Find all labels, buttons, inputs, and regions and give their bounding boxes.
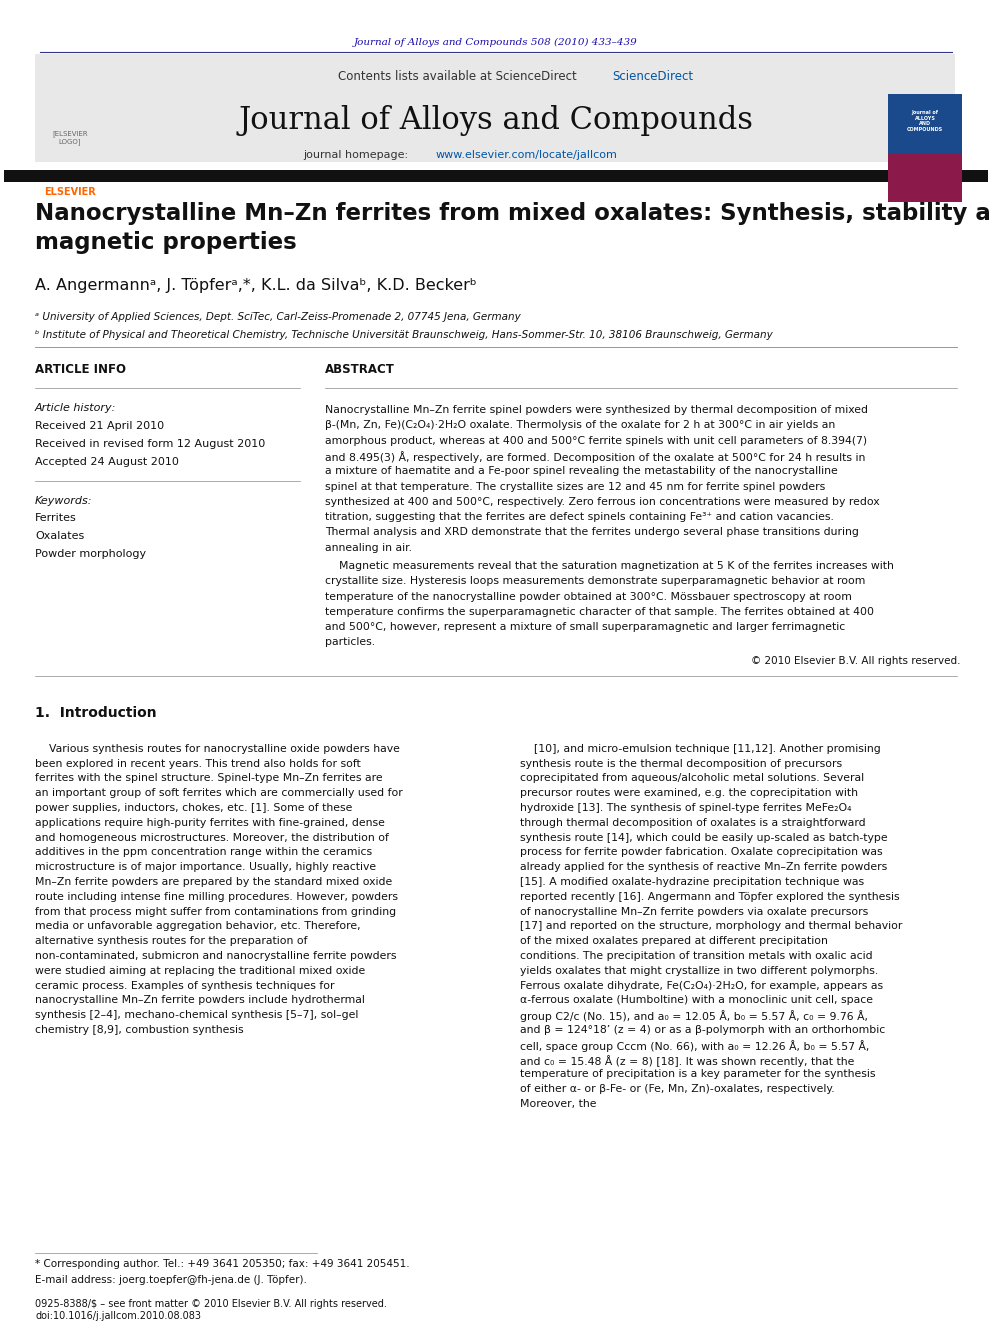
Text: from that process might suffer from contaminations from grinding: from that process might suffer from cont…: [35, 906, 396, 917]
Text: * Corresponding author. Tel.: +49 3641 205350; fax: +49 3641 205451.: * Corresponding author. Tel.: +49 3641 2…: [35, 1259, 410, 1269]
Text: Various synthesis routes for nanocrystalline oxide powders have: Various synthesis routes for nanocrystal…: [35, 744, 400, 754]
Text: through thermal decomposition of oxalates is a straightforward: through thermal decomposition of oxalate…: [520, 818, 866, 828]
Text: ABSTRACT: ABSTRACT: [325, 363, 395, 376]
Text: temperature confirms the superparamagnetic character of that sample. The ferrite: temperature confirms the superparamagnet…: [325, 607, 874, 617]
Text: Magnetic measurements reveal that the saturation magnetization at 5 K of the fer: Magnetic measurements reveal that the sa…: [325, 561, 894, 572]
Text: Ferrites: Ferrites: [35, 513, 76, 523]
Text: 0925-8388/$ – see front matter © 2010 Elsevier B.V. All rights reserved.: 0925-8388/$ – see front matter © 2010 El…: [35, 1299, 387, 1308]
Text: nanocrystalline Mn–Zn ferrite powders include hydrothermal: nanocrystalline Mn–Zn ferrite powders in…: [35, 995, 365, 1005]
Text: chemistry [8,9], combustion synthesis: chemistry [8,9], combustion synthesis: [35, 1025, 244, 1035]
Text: annealing in air.: annealing in air.: [325, 542, 412, 553]
Text: Nanocrystalline Mn–Zn ferrites from mixed oxalates: Synthesis, stability and
mag: Nanocrystalline Mn–Zn ferrites from mixe…: [35, 202, 992, 254]
Text: of the mixed oxalates prepared at different precipitation: of the mixed oxalates prepared at differ…: [520, 937, 828, 946]
Text: yields oxalates that might crystallize in two different polymorphs.: yields oxalates that might crystallize i…: [520, 966, 878, 976]
Text: [17] and reported on the structure, morphology and thermal behavior: [17] and reported on the structure, morp…: [520, 921, 903, 931]
Text: group C2/c (No. 15), and a₀ = 12.05 Å, b₀ = 5.57 Å, c₀ = 9.76 Å,: group C2/c (No. 15), and a₀ = 12.05 Å, b…: [520, 1011, 868, 1023]
Text: reported recently [16]. Angermann and Töpfer explored the synthesis: reported recently [16]. Angermann and Tö…: [520, 892, 900, 902]
Text: Contents lists available at ScienceDirect: Contents lists available at ScienceDirec…: [338, 70, 576, 83]
Text: of either α- or β-Fe- or (Fe, Mn, Zn)-oxalates, respectively.: of either α- or β-Fe- or (Fe, Mn, Zn)-ox…: [520, 1085, 834, 1094]
Text: and 500°C, however, represent a mixture of small superparamagnetic and larger fe: and 500°C, however, represent a mixture …: [325, 622, 845, 632]
Text: synthesis [2–4], mechano-chemical synthesis [5–7], sol–gel: synthesis [2–4], mechano-chemical synthe…: [35, 1011, 358, 1020]
Text: Nanocrystalline Mn–Zn ferrite spinel powders were synthesized by thermal decompo: Nanocrystalline Mn–Zn ferrite spinel pow…: [325, 405, 868, 415]
Text: and homogeneous microstructures. Moreover, the distribution of: and homogeneous microstructures. Moreove…: [35, 832, 389, 843]
Text: amorphous product, whereas at 400 and 500°C ferrite spinels with unit cell param: amorphous product, whereas at 400 and 50…: [325, 435, 867, 446]
Text: journal homepage:: journal homepage:: [303, 149, 412, 160]
Text: alternative synthesis routes for the preparation of: alternative synthesis routes for the pre…: [35, 937, 308, 946]
Text: microstructure is of major importance. Usually, highly reactive: microstructure is of major importance. U…: [35, 863, 376, 872]
Text: Keywords:: Keywords:: [35, 496, 92, 505]
Text: Thermal analysis and XRD demonstrate that the ferrites undergo several phase tra: Thermal analysis and XRD demonstrate tha…: [325, 528, 859, 537]
Text: © 2010 Elsevier B.V. All rights reserved.: © 2010 Elsevier B.V. All rights reserved…: [751, 656, 960, 665]
Text: ferrites with the spinel structure. Spinel-type Mn–Zn ferrites are: ferrites with the spinel structure. Spin…: [35, 774, 383, 783]
Bar: [35, 54, 955, 161]
Text: Oxalates: Oxalates: [35, 531, 84, 541]
Text: were studied aiming at replacing the traditional mixed oxide: were studied aiming at replacing the tra…: [35, 966, 365, 976]
Text: precursor routes were examined, e.g. the coprecipitation with: precursor routes were examined, e.g. the…: [520, 789, 858, 798]
Text: conditions. The precipitation of transition metals with oxalic acid: conditions. The precipitation of transit…: [520, 951, 873, 960]
Text: [10], and micro-emulsion technique [11,12]. Another promising: [10], and micro-emulsion technique [11,1…: [520, 744, 881, 754]
Text: [ELSEVIER
LOGO]: [ELSEVIER LOGO]: [53, 130, 87, 144]
Text: an important group of soft ferrites which are commercially used for: an important group of soft ferrites whic…: [35, 789, 403, 798]
Bar: [4, 171, 988, 183]
Text: ARTICLE INFO: ARTICLE INFO: [35, 363, 126, 376]
Text: spinel at that temperature. The crystallite sizes are 12 and 45 nm for ferrite s: spinel at that temperature. The crystall…: [325, 482, 825, 492]
Text: route including intense fine milling procedures. However, powders: route including intense fine milling pro…: [35, 892, 398, 902]
Text: Received in revised form 12 August 2010: Received in revised form 12 August 2010: [35, 439, 265, 448]
Text: Journal of
ALLOYS
AND
COMPOUNDS: Journal of ALLOYS AND COMPOUNDS: [907, 110, 943, 132]
Text: crystallite size. Hysteresis loops measurements demonstrate superparamagnetic be: crystallite size. Hysteresis loops measu…: [325, 577, 865, 586]
Text: particles.: particles.: [325, 638, 375, 647]
Text: Moreover, the: Moreover, the: [520, 1099, 596, 1109]
Text: and c₀ = 15.48 Å (z = 8) [18]. It was shown recently, that the: and c₀ = 15.48 Å (z = 8) [18]. It was sh…: [520, 1054, 854, 1066]
Text: Journal of Alloys and Compounds 508 (2010) 433–439: Journal of Alloys and Compounds 508 (201…: [354, 38, 638, 48]
Text: synthesized at 400 and 500°C, respectively. Zero ferrous ion concentrations were: synthesized at 400 and 500°C, respective…: [325, 497, 880, 507]
Text: ᵇ Institute of Physical and Theoretical Chemistry, Technische Universität Brauns: ᵇ Institute of Physical and Theoretical …: [35, 329, 773, 340]
Text: doi:10.1016/j.jallcom.2010.08.083: doi:10.1016/j.jallcom.2010.08.083: [35, 1311, 201, 1320]
Text: ELSEVIER: ELSEVIER: [44, 187, 96, 197]
Text: Received 21 April 2010: Received 21 April 2010: [35, 421, 164, 431]
Text: Accepted 24 August 2010: Accepted 24 August 2010: [35, 456, 179, 467]
Text: and 8.495(3) Å, respectively, are formed. Decomposition of the oxalate at 500°C : and 8.495(3) Å, respectively, are formed…: [325, 451, 865, 463]
Text: [15]. A modified oxalate-hydrazine precipitation technique was: [15]. A modified oxalate-hydrazine preci…: [520, 877, 864, 886]
Text: titration, suggesting that the ferrites are defect spinels containing Fe³⁺ and c: titration, suggesting that the ferrites …: [325, 512, 834, 523]
Text: power supplies, inductors, chokes, etc. [1]. Some of these: power supplies, inductors, chokes, etc. …: [35, 803, 352, 814]
Text: A. Angermannᵃ, J. Töpferᵃ,*, K.L. da Silvaᵇ, K.D. Beckerᵇ: A. Angermannᵃ, J. Töpferᵃ,*, K.L. da Sil…: [35, 278, 477, 292]
Text: β-(Mn, Zn, Fe)(C₂O₄)·2H₂O oxalate. Thermolysis of the oxalate for 2 h at 300°C i: β-(Mn, Zn, Fe)(C₂O₄)·2H₂O oxalate. Therm…: [325, 421, 835, 430]
Text: temperature of precipitation is a key parameter for the synthesis: temperature of precipitation is a key pa…: [520, 1069, 876, 1080]
Text: synthesis route is the thermal decomposition of precursors: synthesis route is the thermal decomposi…: [520, 758, 842, 769]
Text: www.elsevier.com/locate/jallcom: www.elsevier.com/locate/jallcom: [435, 149, 617, 160]
Text: ᵃ University of Applied Sciences, Dept. SciTec, Carl-Zeiss-Promenade 2, 07745 Je: ᵃ University of Applied Sciences, Dept. …: [35, 312, 521, 321]
Text: additives in the ppm concentration range within the ceramics: additives in the ppm concentration range…: [35, 848, 372, 857]
Bar: [888, 94, 962, 153]
Text: media or unfavorable aggregation behavior, etc. Therefore,: media or unfavorable aggregation behavio…: [35, 921, 361, 931]
Text: Ferrous oxalate dihydrate, Fe(C₂O₄)·2H₂O, for example, appears as: Ferrous oxalate dihydrate, Fe(C₂O₄)·2H₂O…: [520, 980, 883, 991]
Text: cell, space group Cccm (No. 66), with a₀ = 12.26 Å, b₀ = 5.57 Å,: cell, space group Cccm (No. 66), with a₀…: [520, 1040, 869, 1052]
Text: ScienceDirect: ScienceDirect: [612, 70, 693, 83]
Text: temperature of the nanocrystalline powder obtained at 300°C. Mössbauer spectrosc: temperature of the nanocrystalline powde…: [325, 591, 852, 602]
Text: already applied for the synthesis of reactive Mn–Zn ferrite powders: already applied for the synthesis of rea…: [520, 863, 887, 872]
Text: process for ferrite powder fabrication. Oxalate coprecipitation was: process for ferrite powder fabrication. …: [520, 848, 883, 857]
Text: Powder morphology: Powder morphology: [35, 549, 146, 560]
Text: coprecipitated from aqueous/alcoholic metal solutions. Several: coprecipitated from aqueous/alcoholic me…: [520, 774, 864, 783]
Text: non-contaminated, submicron and nanocrystalline ferrite powders: non-contaminated, submicron and nanocrys…: [35, 951, 397, 960]
Text: synthesis route [14], which could be easily up-scaled as batch-type: synthesis route [14], which could be eas…: [520, 832, 888, 843]
Text: hydroxide [13]. The synthesis of spinel-type ferrites MeFe₂O₄: hydroxide [13]. The synthesis of spinel-…: [520, 803, 851, 814]
Text: Journal of Alloys and Compounds: Journal of Alloys and Compounds: [238, 105, 754, 136]
Text: applications require high-purity ferrites with fine-grained, dense: applications require high-purity ferrite…: [35, 818, 385, 828]
Text: ceramic process. Examples of synthesis techniques for: ceramic process. Examples of synthesis t…: [35, 980, 334, 991]
Text: been explored in recent years. This trend also holds for soft: been explored in recent years. This tren…: [35, 758, 361, 769]
Text: and β = 124°18’ (z = 4) or as a β-polymorph with an orthorhombic: and β = 124°18’ (z = 4) or as a β-polymo…: [520, 1025, 885, 1035]
Text: 1.  Introduction: 1. Introduction: [35, 705, 157, 720]
Text: a mixture of haematite and a Fe-poor spinel revealing the metastability of the n: a mixture of haematite and a Fe-poor spi…: [325, 466, 838, 476]
Text: Article history:: Article history:: [35, 404, 116, 413]
Text: E-mail address: joerg.toepfer@fh-jena.de (J. Töpfer).: E-mail address: joerg.toepfer@fh-jena.de…: [35, 1275, 307, 1285]
Bar: [888, 153, 962, 202]
Text: Mn–Zn ferrite powders are prepared by the standard mixed oxide: Mn–Zn ferrite powders are prepared by th…: [35, 877, 392, 886]
Text: of nanocrystalline Mn–Zn ferrite powders via oxalate precursors: of nanocrystalline Mn–Zn ferrite powders…: [520, 906, 868, 917]
Text: α-ferrous oxalate (Humboltine) with a monoclinic unit cell, space: α-ferrous oxalate (Humboltine) with a mo…: [520, 995, 873, 1005]
